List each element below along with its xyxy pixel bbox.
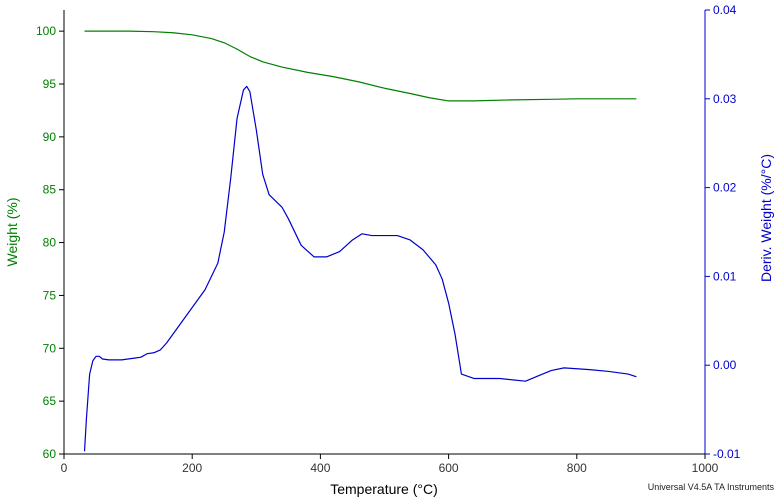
x-axis-ticks: 0 200 400 600 800 1000	[61, 454, 719, 475]
left-tick-label: 60	[43, 447, 57, 461]
left-tick-label: 90	[43, 130, 57, 144]
x-tick-label: 800	[567, 461, 587, 475]
x-tick-label: 200	[182, 461, 202, 475]
right-axis-ticks: -0.01 0.00 0.01 0.02 0.03 0.04	[705, 3, 741, 461]
left-tick-label: 100	[36, 24, 56, 38]
right-tick-label: 0.01	[713, 269, 737, 283]
left-axis-label: Weight (%)	[4, 198, 20, 267]
x-tick-label: 1000	[692, 461, 719, 475]
plot-frame	[63, 10, 706, 455]
right-tick-label: 0.00	[713, 358, 737, 372]
x-tick-label: 400	[310, 461, 330, 475]
left-tick-label: 80	[43, 236, 57, 250]
right-tick-label: -0.01	[713, 447, 741, 461]
left-tick-label: 95	[43, 77, 57, 91]
derivative-weight-line	[83, 85, 637, 452]
right-tick-label: 0.04	[713, 3, 737, 17]
left-tick-label: 75	[43, 288, 57, 302]
series-layer	[83, 30, 637, 452]
x-axis-label: Temperature (°C)	[330, 481, 438, 497]
weight-line	[84, 30, 637, 102]
x-tick-label: 0	[61, 461, 68, 475]
left-axis-ticks: 60 65 70 75 80 85 90 95 100	[36, 24, 64, 461]
left-tick-label: 65	[43, 394, 57, 408]
left-tick-label: 70	[43, 341, 57, 355]
footer-credit: Universal V4.5A TA Instruments	[648, 482, 775, 492]
x-tick-label: 600	[439, 461, 459, 475]
right-tick-label: 0.02	[713, 181, 737, 195]
right-axis-label: Deriv. Weight (%/°C)	[758, 154, 774, 282]
right-tick-label: 0.03	[713, 92, 737, 106]
left-tick-label: 85	[43, 183, 57, 197]
